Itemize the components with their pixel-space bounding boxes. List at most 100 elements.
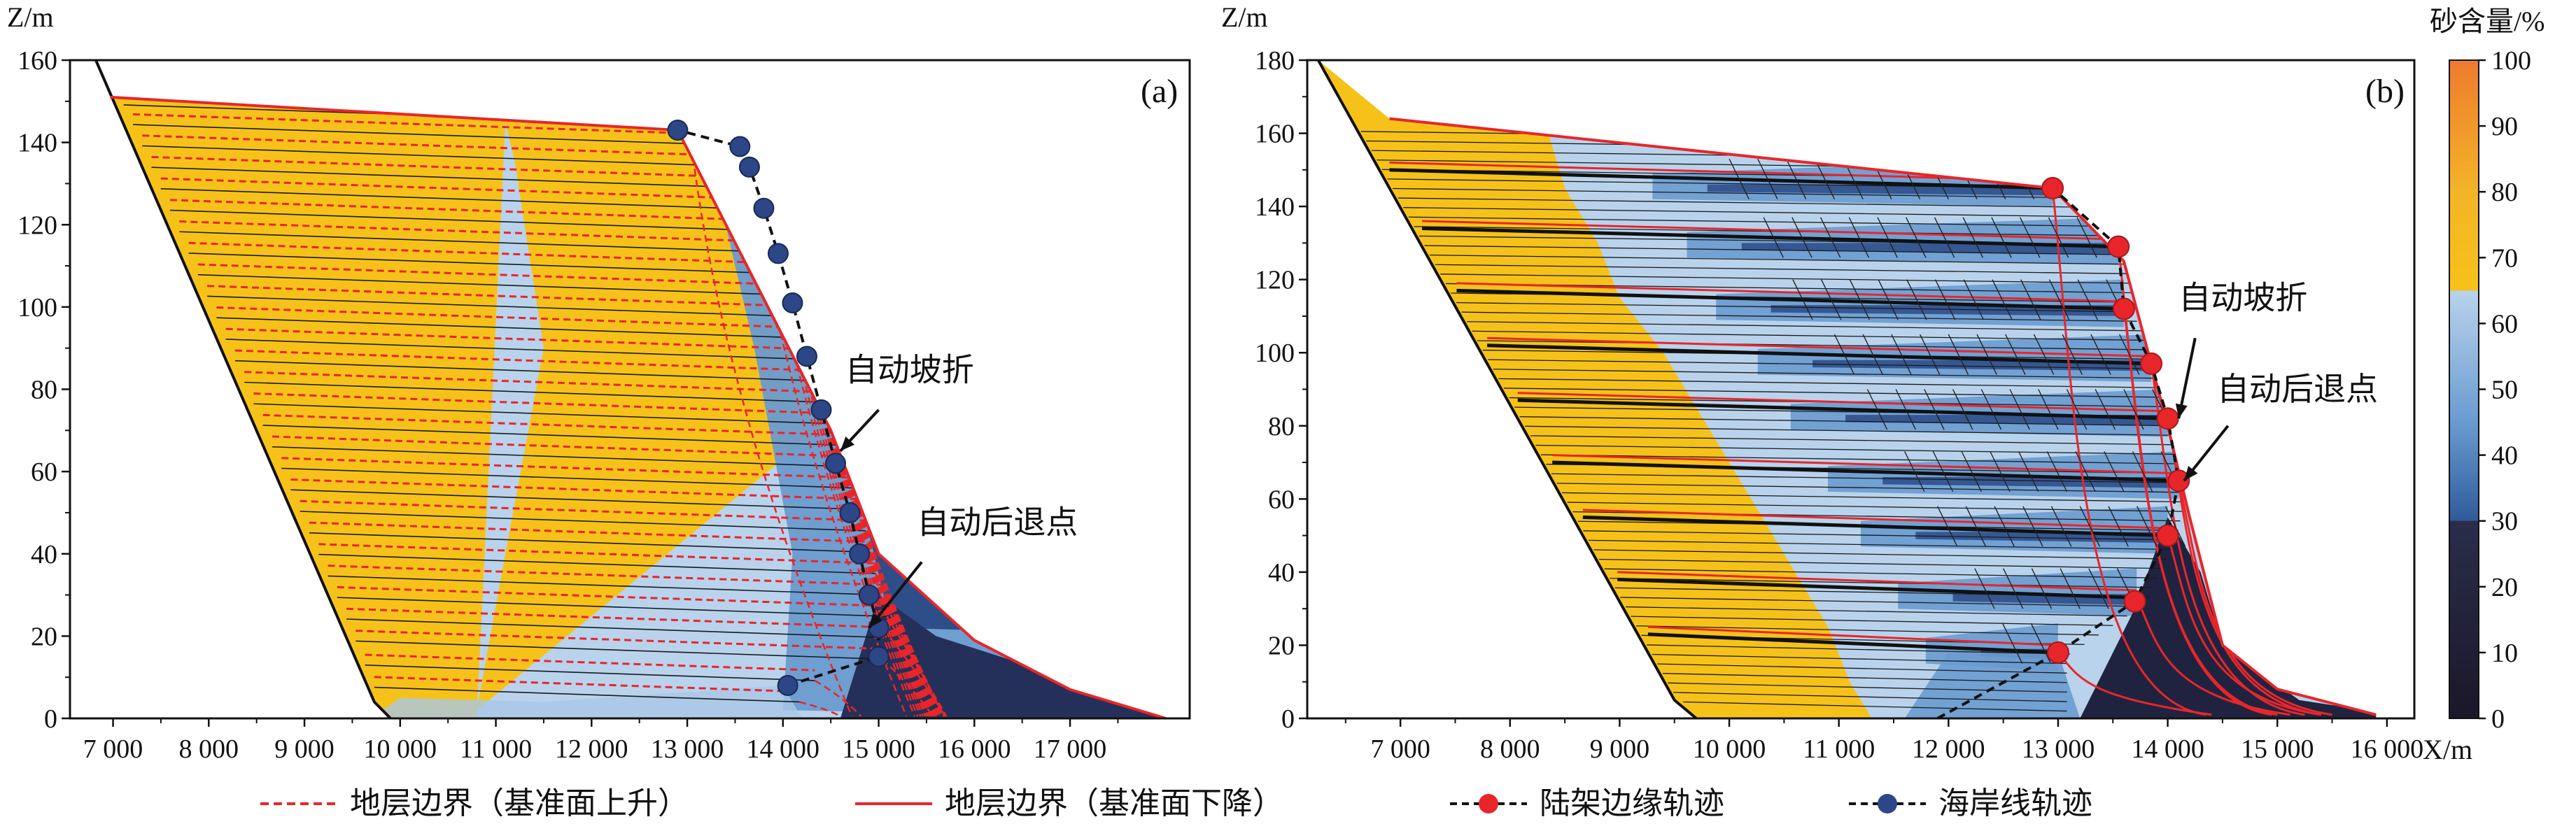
foreset-line <box>1757 158 1778 199</box>
y-tick-label: 160 <box>17 46 57 76</box>
foreset-line <box>1961 451 1982 492</box>
foreset-line <box>2165 506 2186 547</box>
stratum-boundary-rising <box>290 478 861 501</box>
panel-a: 7 000 8 000 9 000 10 000 11 000 12 000 13 000 1… <box>7 1 1191 764</box>
stratum-line <box>1424 245 2128 255</box>
foreset-line <box>2033 334 2055 375</box>
stratum-line <box>1556 483 2186 493</box>
foreset-line <box>1992 279 2013 320</box>
stratum-line <box>1393 187 2069 199</box>
foreset-line <box>2076 217 2097 258</box>
foreset-line <box>1849 279 1871 320</box>
stratum-boundary-rising <box>179 220 790 244</box>
y-tick-label: 100 <box>1255 339 1295 368</box>
stratum-line <box>1588 539 2172 551</box>
stratum-line <box>1662 673 2067 683</box>
foreset-line <box>1965 506 1987 547</box>
stratum-line <box>1657 663 2067 674</box>
foreset-line <box>1906 217 1927 258</box>
stratum-line <box>1599 558 2162 569</box>
foreset-line <box>2009 389 2030 430</box>
clinoform-boundary <box>2057 651 2212 716</box>
shoreline-point <box>753 197 775 219</box>
colorbar-tick-label: 90 <box>2491 112 2518 141</box>
colorbar-ramp <box>2449 59 2479 719</box>
clinoform-boundary <box>886 616 948 717</box>
annotation-auto-retreat: 自动后退点 <box>917 503 1078 541</box>
foreset-line <box>2090 334 2111 375</box>
y-tick-label: 40 <box>1268 558 1295 588</box>
stratum-line <box>1583 530 2176 541</box>
y-tick-label: 0 <box>1281 704 1295 734</box>
shoreline-point <box>667 119 689 141</box>
y-tick-label: 80 <box>1268 412 1295 441</box>
colorbar-tick-label: 100 <box>2491 46 2531 76</box>
x-tick-label: 9 000 <box>274 734 335 764</box>
stratum-line <box>1530 435 2181 446</box>
stratum-line <box>1604 568 2158 578</box>
stratum-line <box>318 553 876 574</box>
colorbar-tick-label: 40 <box>2491 441 2518 471</box>
stratum-boundary-rising <box>318 543 876 564</box>
x-tick-label: 11 000 <box>1803 734 1875 764</box>
clinoform-boundary <box>2051 187 2207 716</box>
colorbar-tick-label: 70 <box>2491 243 2518 273</box>
stratum-line <box>1456 301 2133 313</box>
x-tick-label: 13 000 <box>2022 734 2095 764</box>
shelf-edge-point <box>2123 590 2146 613</box>
clinoform-boundary <box>688 124 853 717</box>
stratum-line <box>253 403 837 425</box>
shoreline-point <box>767 243 789 264</box>
stratum-line <box>337 597 887 617</box>
stratum-line <box>179 231 790 254</box>
stratum-line <box>1498 378 2167 389</box>
foreset-line <box>1924 389 1945 430</box>
x-tick-label: 16 000 <box>938 734 1011 764</box>
y-tick-label: 20 <box>31 622 57 651</box>
annotation-arrow-head <box>2184 466 2198 481</box>
foreset-line <box>1834 334 1855 375</box>
foreset-line <box>1980 389 2002 430</box>
colorbar-title: 砂含量/% <box>2430 6 2545 37</box>
stratum-line <box>1567 502 2183 512</box>
stratum-boundary-rising <box>234 349 825 372</box>
shelf-edge-point <box>2046 641 2069 664</box>
foreset-line <box>2020 279 2041 320</box>
stratum-line <box>1647 644 2071 655</box>
foreset-line <box>1919 334 1941 375</box>
panel-b: 7 000 8 000 9 000 10 000 11 000 12 000 13 000 1… <box>1221 1 2472 765</box>
foreset-line <box>2066 389 2088 430</box>
foreset-line <box>2038 389 2059 430</box>
panel-b-y-axis-title: Z/m <box>1221 1 1268 33</box>
foreset-line <box>1729 158 1750 199</box>
shoreline-point <box>825 453 847 474</box>
colorbar-tick-label: 0 <box>2491 704 2505 734</box>
foreset-line <box>2095 389 2116 430</box>
stratum-line <box>225 339 819 360</box>
stratum-line <box>1620 597 2141 607</box>
shoreline-point <box>858 584 880 606</box>
stratum-boundary-rising <box>132 113 749 137</box>
foreset-line <box>1952 389 1973 430</box>
stratum-line <box>1540 454 2184 464</box>
stratum-line <box>1551 473 2188 483</box>
stratum-line <box>300 511 866 532</box>
stratum-line <box>142 145 761 168</box>
foreset-line <box>2002 568 2024 609</box>
stratum-boundary-rising <box>346 607 891 629</box>
shoreline-trajectory-line <box>677 129 880 687</box>
stratum-line <box>1440 274 2130 284</box>
package-base-line <box>1421 226 2119 249</box>
stratum-boundary-rising <box>169 199 783 222</box>
y-tick-label: 80 <box>31 376 57 405</box>
foreset-line <box>1792 217 1813 258</box>
foreset-line <box>1862 334 1883 375</box>
foreset-line <box>1991 217 2012 258</box>
foreset-line <box>1866 389 1888 430</box>
package-base-line <box>1456 288 2124 311</box>
y-tick-label: 180 <box>1255 46 1295 76</box>
shoreline-point <box>738 156 760 178</box>
y-tick-label: 40 <box>31 540 57 569</box>
foreset-line <box>2077 279 2098 320</box>
